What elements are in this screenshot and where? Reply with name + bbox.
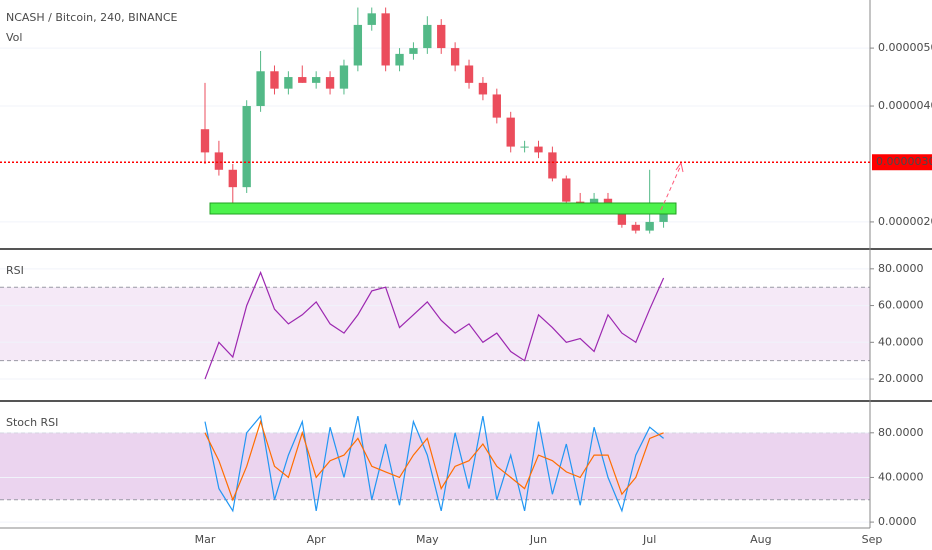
pane-title: Stoch RSI — [6, 416, 58, 429]
candle-body — [450, 48, 460, 66]
x-tick-label: Jun — [529, 533, 547, 546]
candle-body — [311, 77, 321, 83]
candle-body — [437, 24, 446, 49]
candle-body — [270, 71, 279, 89]
candle-body — [534, 146, 543, 153]
candle-body — [423, 24, 432, 49]
candle-body — [645, 221, 654, 231]
candle-body — [228, 169, 237, 188]
candle-body — [617, 207, 627, 225]
x-tick-label: Mar — [195, 533, 216, 546]
candle-body — [200, 129, 210, 153]
series-line — [204, 419, 664, 502]
price-label: 0.00000303 — [876, 155, 932, 168]
candle-body — [367, 13, 376, 25]
candle-body — [325, 77, 335, 89]
candle-body — [548, 152, 557, 179]
y-tick-label: 80.0000 — [878, 262, 924, 275]
candle-body — [214, 152, 224, 170]
candle-body — [381, 13, 390, 66]
chart-title: NCASH / Bitcoin, 240, BINANCE — [6, 11, 178, 24]
y-tick-label: 60.0000 — [878, 299, 924, 312]
candle-body — [506, 117, 515, 147]
candle-body — [562, 178, 571, 202]
band-fill — [0, 287, 870, 361]
y-tick-label: 0.00000200 — [878, 215, 932, 228]
candle-body — [492, 94, 501, 118]
candle-body — [353, 24, 363, 66]
forecast-arrow — [660, 164, 682, 211]
panes: RSI Stoch RSI — [0, 7, 870, 523]
y-tick-label: 80.0000 — [878, 426, 924, 439]
y-tick-label: 20.0000 — [878, 372, 924, 385]
candle-body — [409, 48, 418, 54]
candle-body — [631, 224, 640, 231]
candle-body — [659, 207, 668, 222]
candle-body — [395, 53, 404, 66]
candle-body — [589, 198, 599, 205]
y-tick-label: 0.00000500 — [878, 41, 932, 54]
pane-title: RSI — [6, 264, 24, 277]
candle-body — [284, 77, 293, 89]
candle-body — [298, 77, 307, 83]
x-tick-label: Apr — [307, 533, 327, 546]
x-tick-label: Jul — [642, 533, 656, 546]
forecast-arrowhead — [675, 161, 684, 173]
candle-body — [242, 106, 251, 188]
chart-subtitle: Vol — [6, 31, 22, 44]
y-tick-label: 0.0000 — [878, 515, 917, 528]
x-tick-label: May — [416, 533, 439, 546]
candle-body — [520, 146, 529, 148]
x-tick-label: Aug — [750, 533, 771, 546]
y-tick-label: 40.0000 — [878, 470, 924, 483]
y-tick-label: 0.00000400 — [878, 99, 932, 112]
x-tick-label: Sep — [862, 533, 883, 546]
candle-body — [256, 71, 265, 107]
price-label-box — [872, 154, 932, 171]
candle-body — [464, 65, 474, 83]
support-zone — [209, 202, 677, 215]
series-line — [204, 270, 665, 380]
candle-body — [339, 65, 349, 89]
candle-body — [478, 82, 488, 95]
y-tick-label: 40.0000 — [878, 335, 924, 348]
